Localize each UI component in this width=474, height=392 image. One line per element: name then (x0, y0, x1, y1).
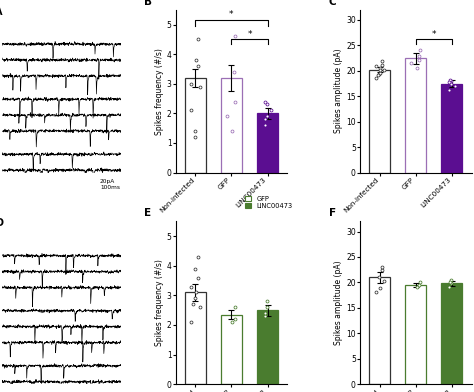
Point (231, 98, 239, 105)
Point (188, 107, 195, 114)
Point (416, 56, 423, 63)
Point (196, 83, 204, 90)
Point (381, 67, 388, 73)
Point (223, 113, 231, 120)
Point (447, 78, 455, 84)
Point (191, 134, 199, 140)
Y-axis label: Spikes amplitude (pA): Spikes amplitude (pA) (334, 49, 343, 134)
Point (379, 62, 386, 68)
Point (375, 274, 383, 281)
Point (191, 128, 199, 134)
Point (263, 102, 271, 108)
Point (196, 304, 204, 310)
Point (190, 301, 197, 307)
Point (194, 274, 202, 281)
Point (415, 53, 422, 59)
Y-axis label: Spikes frequency (#/s): Spikes frequency (#/s) (155, 48, 164, 134)
Y-axis label: Spikes frequency (#/s): Spikes frequency (#/s) (155, 260, 164, 346)
Point (231, 69, 238, 75)
Text: C: C (328, 0, 336, 7)
Point (381, 278, 388, 285)
Bar (185, 292, 206, 384)
Point (447, 81, 455, 87)
Bar (369, 70, 390, 172)
Point (376, 65, 383, 71)
Point (194, 254, 201, 260)
Point (413, 283, 420, 290)
Point (372, 289, 380, 295)
Text: D: D (0, 218, 3, 228)
Point (446, 279, 453, 285)
Bar (185, 78, 206, 172)
Bar (221, 78, 242, 172)
Point (261, 122, 269, 128)
Point (416, 47, 423, 54)
Point (372, 63, 380, 69)
Text: B: B (145, 0, 152, 7)
Point (408, 60, 415, 66)
Point (192, 289, 200, 296)
Point (447, 280, 455, 287)
Bar (441, 83, 462, 172)
Point (191, 266, 199, 272)
Text: E: E (145, 209, 152, 218)
Point (191, 295, 199, 301)
Text: 20pA
100ms: 20pA 100ms (100, 179, 120, 190)
Point (263, 298, 271, 305)
Point (263, 113, 271, 120)
Point (188, 81, 195, 87)
Point (261, 116, 268, 122)
Point (231, 304, 239, 310)
Point (261, 313, 269, 319)
Bar (405, 58, 426, 172)
Point (375, 71, 383, 78)
Point (376, 284, 384, 290)
Point (262, 98, 269, 105)
Point (263, 304, 271, 310)
Point (376, 70, 384, 76)
Bar (369, 278, 390, 384)
Point (446, 283, 453, 290)
Point (378, 264, 386, 270)
Bar (441, 283, 462, 384)
Point (194, 63, 202, 69)
Point (192, 57, 200, 63)
Point (446, 77, 453, 83)
Point (374, 72, 382, 78)
Point (376, 67, 383, 73)
Text: F: F (328, 209, 336, 218)
Point (262, 310, 269, 316)
Point (194, 36, 201, 42)
Point (188, 319, 195, 325)
Text: *: * (431, 30, 436, 39)
Point (231, 316, 239, 322)
Point (267, 107, 275, 114)
Point (379, 267, 386, 273)
Bar (221, 315, 242, 384)
Point (413, 65, 420, 71)
Legend: GFP, LINC00473: GFP, LINC00473 (244, 196, 293, 210)
Point (447, 277, 455, 283)
Bar (257, 113, 278, 172)
Point (228, 319, 236, 325)
Bar (405, 285, 426, 384)
Text: *: * (247, 29, 252, 38)
Point (188, 283, 195, 290)
Point (452, 82, 459, 89)
Bar (257, 310, 278, 384)
Point (228, 128, 236, 134)
Point (378, 58, 386, 64)
Text: A: A (0, 7, 3, 16)
Y-axis label: Spikes amplitude (pA): Spikes amplitude (pA) (334, 260, 343, 345)
Text: *: * (229, 10, 234, 19)
Point (416, 279, 423, 285)
Point (231, 33, 239, 40)
Point (372, 75, 380, 82)
Point (445, 79, 453, 85)
Point (416, 282, 423, 288)
Point (446, 87, 453, 93)
